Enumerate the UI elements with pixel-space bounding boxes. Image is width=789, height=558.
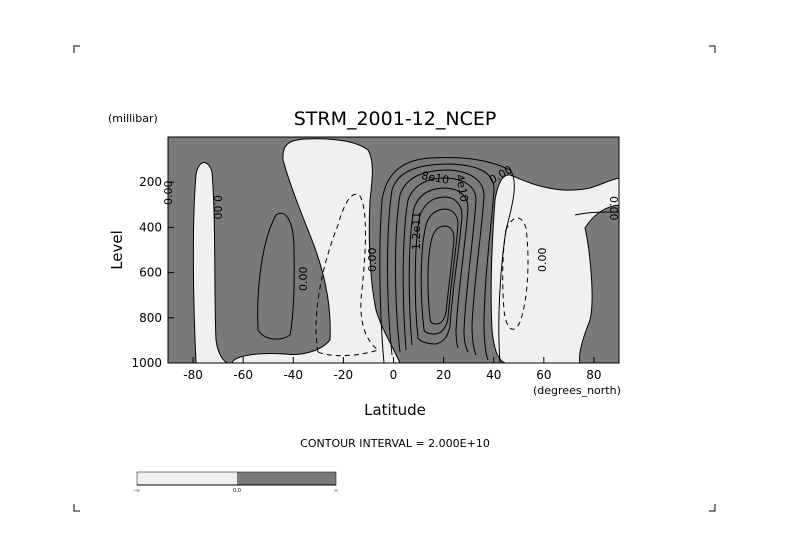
contour-label-4e10: 4e10 [453, 173, 471, 203]
contour-label-mid-south: 0.00 [297, 267, 310, 292]
x-tick-label: -40 [283, 368, 303, 382]
contour-label-polar-north: 0.00 [607, 196, 620, 221]
contour-label-far-south: 0.00 [162, 181, 175, 206]
x-axis-label: Latitude [364, 401, 426, 419]
colorbar-label-zero: 0.0 [233, 488, 241, 494]
x-tick-label: 20 [436, 368, 451, 382]
contour-label-north-dashed: 0.00 [536, 248, 549, 273]
x-tick-label: -60 [233, 368, 253, 382]
x-tick-label: -20 [334, 368, 354, 382]
chart-title: STRM_2001-12_NCEP [294, 108, 497, 130]
contour-label-8e10: 8e10 [420, 169, 450, 187]
negative-region-south [231, 138, 401, 363]
colorbar: -∞ 0.0 ∞ [134, 471, 338, 494]
plot-area: 0.00 0.00 0.00 0.00 0.00 0.00 0.00 8e10 … [131, 136, 620, 382]
x-axis-unit: (degrees_north) [533, 384, 621, 397]
crop-marks [73, 45, 716, 512]
y-axis-ticks: 200 400 600 800 1000 [131, 175, 174, 370]
x-tick-label: 80 [586, 368, 601, 382]
y-tick-label: 600 [139, 266, 162, 280]
negative-region-far-south [192, 162, 229, 363]
x-axis-ticks: -80 -60 -40 -20 0 20 40 60 80 [183, 357, 602, 382]
y-tick-label: 1000 [131, 356, 162, 370]
y-axis-label: Level [108, 230, 126, 270]
x-tick-label: 40 [486, 368, 501, 382]
positive-contour-south [257, 212, 295, 340]
colorbar-label-max: ∞ [334, 488, 338, 494]
northern-boundary-contour [574, 211, 619, 216]
y-tick-label: 800 [139, 311, 162, 325]
negative-contour-north [502, 217, 529, 330]
contour-labels: 0.00 0.00 0.00 0.00 0.00 0.00 0.00 8e10 … [162, 163, 620, 291]
y-tick-label: 200 [139, 175, 162, 189]
contour-label-south-positive: 0.00 [211, 195, 224, 220]
y-tick-label: 400 [139, 220, 162, 234]
positive-cell-contours [379, 157, 515, 363]
x-tick-label: 0 [390, 368, 398, 382]
y-units-label: (millibar) [108, 112, 158, 125]
negative-region-north [490, 174, 619, 363]
colorbar-negative [137, 472, 237, 485]
colorbar-label-min: -∞ [134, 488, 140, 494]
contour-label-1.2e11: 1.2e11 [410, 212, 423, 250]
x-tick-label: 60 [536, 368, 551, 382]
contour-interval-note: CONTOUR INTERVAL = 2.000E+10 [300, 437, 490, 450]
contour-label-equator: 0.00 [366, 248, 379, 273]
x-tick-label: -80 [183, 368, 203, 382]
colorbar-positive [237, 472, 336, 485]
